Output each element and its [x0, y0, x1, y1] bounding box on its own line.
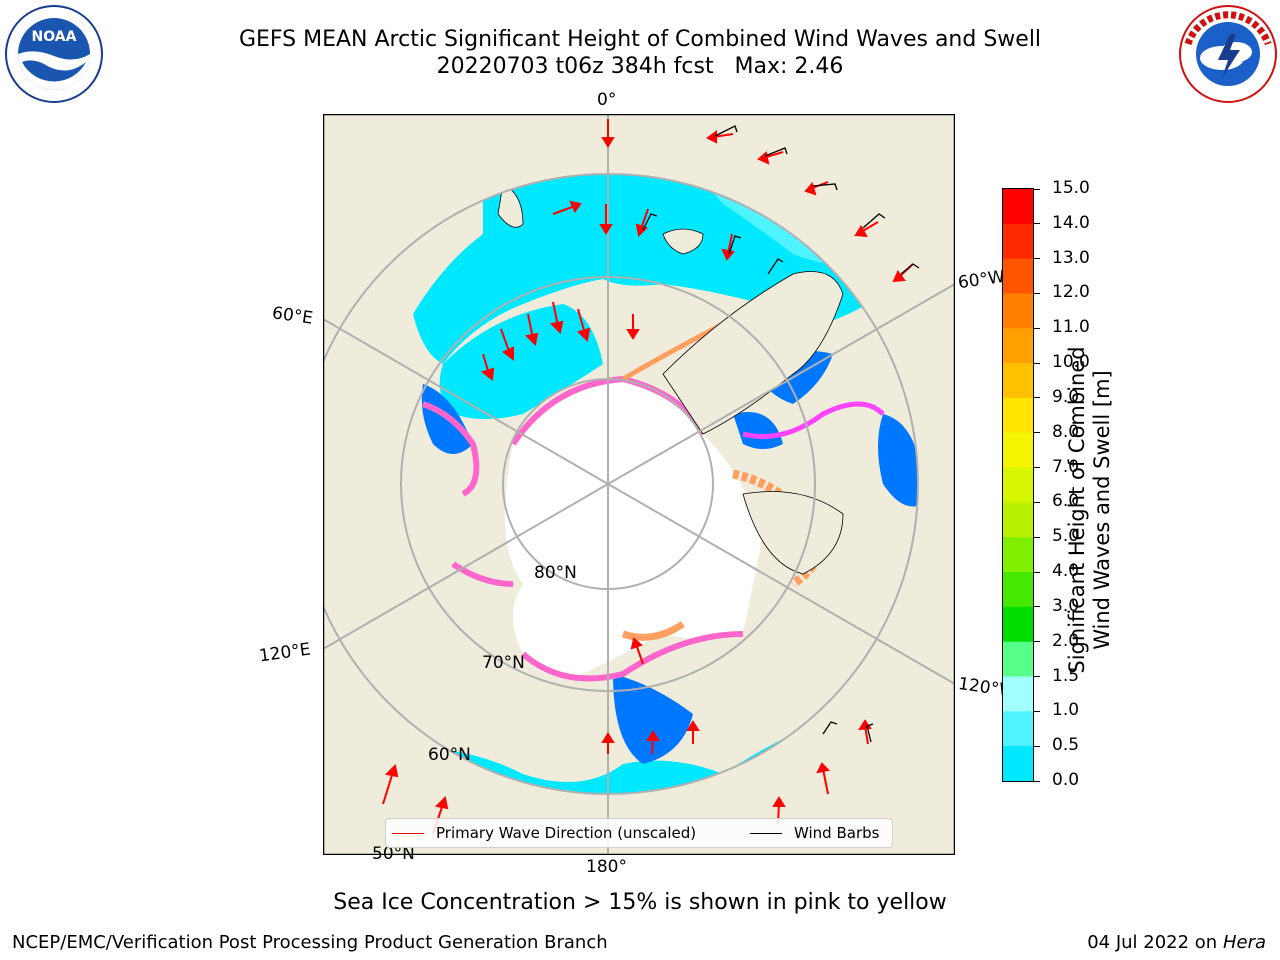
- colorbar-tick-mark: [1034, 780, 1040, 782]
- noaa-logo-text: NOAA: [32, 29, 77, 45]
- colorbar-segment: [1003, 293, 1033, 329]
- colorbar-tick-mark: [1034, 710, 1040, 712]
- label-0deg: 0°: [597, 90, 617, 110]
- colorbar-tick-label: 4.0: [1052, 561, 1080, 582]
- colorbar-tick-label: 0.5: [1052, 735, 1080, 756]
- footer-date: 04 Jul 2022 on Hera: [1087, 932, 1266, 953]
- colorbar-segment: [1003, 397, 1033, 434]
- colorbar-tick-mark: [1034, 397, 1040, 399]
- colorbar-tick-label: 13.0: [1052, 247, 1090, 268]
- colorbar-segment: [1003, 572, 1033, 608]
- colorbar-segment: [1003, 606, 1033, 643]
- colorbar-segment: [1003, 711, 1033, 747]
- wind-barb-line-icon: [750, 832, 782, 834]
- footer-host: Hera: [1222, 932, 1266, 953]
- colorbar: [1002, 188, 1034, 782]
- colorbar-tick-mark: [1034, 258, 1040, 260]
- colorbar-segment: [1003, 641, 1033, 678]
- colorbar-tick-label: 5.0: [1052, 526, 1080, 547]
- colorbar-segment: [1003, 502, 1033, 538]
- chart-title: GEFS MEAN Arctic Significant Height of C…: [238, 27, 1042, 52]
- colorbar-tick-mark: [1034, 641, 1040, 643]
- colorbar-label-line1: Significant Height of Combined: [1065, 346, 1089, 674]
- colorbar-tick-label: 0.0: [1052, 770, 1080, 790]
- colorbar-tick-label: 9.0: [1052, 386, 1080, 407]
- chart-subtitle: 20220703 t06z 384h fcst Max: 2.46: [436, 54, 844, 79]
- colorbar-tick-label: 14.0: [1052, 212, 1090, 233]
- map-legend: Primary Wave Direction (unscaled) Wind B…: [385, 818, 893, 848]
- colorbar-tick-label: 1.5: [1052, 665, 1080, 686]
- wave-direction-line-icon: [392, 832, 424, 834]
- graticule: [323, 114, 955, 855]
- footer-credit: NCEP/EMC/Verification Post Processing Pr…: [12, 932, 608, 953]
- map-frame: [323, 114, 955, 855]
- nws-logo-icon: [1179, 5, 1277, 103]
- label-60e: 60°E: [270, 303, 315, 329]
- colorbar-segment: [1003, 432, 1033, 469]
- colorbar-tick-mark: [1034, 501, 1040, 503]
- colorbar-frame: [1002, 188, 1034, 782]
- label-70n: 70°N: [482, 653, 525, 673]
- colorbar-label: Significant Height of Combined Wind Wave…: [1065, 310, 1115, 710]
- colorbar-tick-label: 8.0: [1052, 421, 1080, 442]
- legend-barb-label: Wind Barbs: [794, 824, 880, 842]
- colorbar-segment: [1003, 467, 1033, 503]
- colorbar-tick-label: 10.0: [1052, 352, 1090, 373]
- colorbar-segment: [1003, 328, 1033, 364]
- colorbar-tick-label: 6.0: [1052, 491, 1080, 512]
- colorbar-tick-mark: [1034, 745, 1040, 747]
- colorbar-segment: [1003, 189, 1033, 225]
- colorbar-tick-label: 7.0: [1052, 456, 1080, 477]
- colorbar-tick-label: 15.0: [1052, 178, 1090, 198]
- noaa-logo-icon: NOAA: [5, 5, 103, 103]
- label-60w: 60°W: [956, 266, 1007, 294]
- footer-date-text: 04 Jul 2022 on: [1087, 932, 1223, 953]
- colorbar-tick-mark: [1034, 292, 1040, 294]
- colorbar-segment: [1003, 676, 1033, 712]
- sea-ice-note: Sea Ice Concentration > 15% is shown in …: [333, 890, 947, 915]
- colorbar-tick-mark: [1034, 467, 1040, 469]
- colorbar-segment: [1003, 537, 1033, 573]
- colorbar-tick-mark: [1034, 571, 1040, 573]
- colorbar-tick-mark: [1034, 188, 1040, 190]
- label-180deg: 180°: [586, 857, 627, 877]
- colorbar-segment: [1003, 223, 1033, 260]
- label-50n: 50°N: [372, 844, 415, 864]
- colorbar-tick-mark: [1034, 536, 1040, 538]
- colorbar-segment: [1003, 746, 1033, 782]
- colorbar-segment: [1003, 258, 1033, 294]
- colorbar-tick-mark: [1034, 327, 1040, 329]
- label-60n: 60°N: [428, 745, 471, 765]
- wind-barbs: [642, 125, 920, 743]
- colorbar-label-line2: Wind Waves and Swell [m]: [1090, 370, 1114, 650]
- colorbar-segment: [1003, 363, 1033, 399]
- colorbar-tick-mark: [1034, 432, 1040, 434]
- colorbar-tick-label: 1.0: [1052, 700, 1080, 721]
- colorbar-tick-mark: [1034, 606, 1040, 608]
- colorbar-tick-label: 11.0: [1052, 317, 1090, 338]
- label-120e: 120°E: [257, 639, 312, 667]
- arctic-map: [323, 114, 955, 855]
- colorbar-tick-mark: [1034, 676, 1040, 678]
- label-80n: 80°N: [534, 563, 577, 583]
- colorbar-tick-mark: [1034, 362, 1040, 364]
- colorbar-tick-mark: [1034, 223, 1040, 225]
- colorbar-tick-label: 12.0: [1052, 282, 1090, 303]
- colorbar-tick-label: 3.0: [1052, 595, 1080, 616]
- colorbar-tick-label: 2.0: [1052, 630, 1080, 651]
- legend-wave-label: Primary Wave Direction (unscaled): [436, 824, 697, 842]
